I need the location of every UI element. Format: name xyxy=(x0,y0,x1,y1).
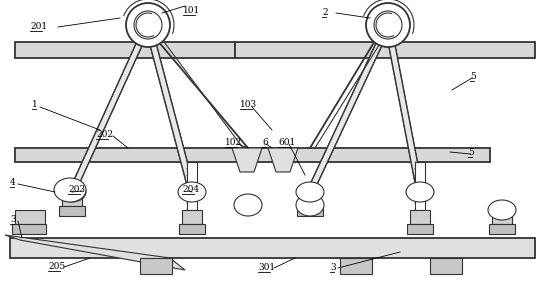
Polygon shape xyxy=(385,25,423,193)
Text: 301: 301 xyxy=(258,263,275,272)
Bar xyxy=(59,206,85,216)
Bar xyxy=(410,210,430,224)
Bar xyxy=(300,192,320,206)
Polygon shape xyxy=(10,238,535,258)
Text: 204: 204 xyxy=(182,185,199,194)
Ellipse shape xyxy=(296,194,324,216)
Bar xyxy=(62,192,82,206)
Circle shape xyxy=(126,3,170,47)
Circle shape xyxy=(374,11,402,39)
Ellipse shape xyxy=(54,178,86,202)
Bar xyxy=(140,258,172,274)
Polygon shape xyxy=(15,42,235,58)
Text: 1: 1 xyxy=(32,100,38,109)
Bar xyxy=(415,162,425,210)
Text: 3: 3 xyxy=(330,263,336,272)
Polygon shape xyxy=(15,148,490,162)
Polygon shape xyxy=(235,42,535,58)
Bar xyxy=(182,210,202,224)
Text: 2: 2 xyxy=(322,8,328,17)
Text: 103: 103 xyxy=(240,100,257,109)
Text: 202: 202 xyxy=(96,130,113,139)
Bar xyxy=(407,224,433,234)
Bar xyxy=(15,210,45,224)
Polygon shape xyxy=(69,24,151,193)
Ellipse shape xyxy=(296,182,324,202)
Text: 203: 203 xyxy=(68,185,85,194)
Polygon shape xyxy=(232,148,262,172)
Ellipse shape xyxy=(58,182,86,202)
Bar xyxy=(340,258,372,274)
Text: 101: 101 xyxy=(183,6,200,15)
Bar xyxy=(12,224,46,234)
Text: 4: 4 xyxy=(10,178,16,187)
Bar xyxy=(430,258,462,274)
Circle shape xyxy=(134,11,162,39)
Ellipse shape xyxy=(488,200,516,220)
Bar xyxy=(179,224,205,234)
Text: 3: 3 xyxy=(10,215,15,224)
Ellipse shape xyxy=(234,194,262,216)
Polygon shape xyxy=(145,24,195,193)
Bar xyxy=(492,210,512,224)
Circle shape xyxy=(366,3,410,47)
Ellipse shape xyxy=(178,182,206,202)
Text: 102: 102 xyxy=(225,138,242,147)
Ellipse shape xyxy=(406,182,434,202)
Polygon shape xyxy=(307,24,390,193)
Bar xyxy=(489,224,515,234)
Text: 5: 5 xyxy=(470,72,476,81)
Text: 6: 6 xyxy=(262,138,268,147)
Bar xyxy=(187,162,197,210)
Bar xyxy=(297,206,323,216)
Text: 5: 5 xyxy=(468,148,474,157)
Polygon shape xyxy=(268,148,298,172)
Polygon shape xyxy=(5,235,185,270)
Text: 201: 201 xyxy=(30,22,47,31)
Text: 601: 601 xyxy=(278,138,295,147)
Text: 205: 205 xyxy=(48,262,65,271)
